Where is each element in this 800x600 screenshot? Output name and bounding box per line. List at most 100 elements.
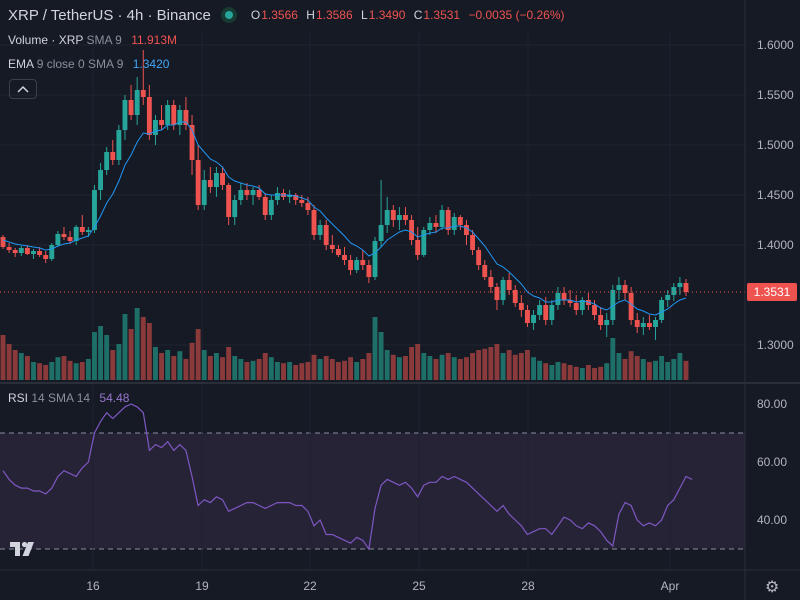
candle-body [470, 235, 476, 250]
candle-body [464, 225, 469, 235]
volume-bar [561, 363, 567, 380]
candle-body [329, 245, 335, 249]
volume-bar [598, 366, 604, 380]
volume-bar [409, 347, 415, 380]
candle-body [390, 210, 396, 220]
volume-bar [531, 357, 536, 380]
open-value: 1.3566 [261, 8, 298, 22]
rsi-axis-label: 40.00 [757, 513, 787, 527]
volume-bar [348, 357, 354, 380]
candle-body [61, 234, 67, 237]
rsi-axis-label: 60.00 [757, 455, 787, 469]
ema-path [2, 121, 687, 316]
volume-bar [403, 356, 408, 380]
candle-body [561, 293, 567, 300]
volume-bar [549, 365, 555, 380]
candle-body [653, 320, 658, 327]
candle-body [31, 251, 36, 254]
chevron-up-icon [17, 85, 29, 93]
volume-bar [622, 359, 628, 380]
volume-bar [305, 362, 311, 380]
volume-bar [360, 359, 366, 380]
candle-body [616, 285, 622, 290]
volume-legend-name: Volume · XRP [8, 33, 84, 47]
volume-bar [201, 350, 207, 380]
candle-body [482, 265, 488, 277]
candle-body [177, 110, 183, 125]
time-axis-label: 19 [195, 579, 209, 593]
candle-body [360, 260, 366, 265]
rsi-legend[interactable]: RSI 14 SMA 14 54.48 [8, 391, 129, 405]
volume-bar [287, 362, 293, 380]
volume-bar [232, 356, 238, 380]
ema-legend-params: 9 close 0 SMA 9 [36, 57, 124, 71]
candle-body [0, 237, 6, 247]
volume-bar [6, 344, 12, 380]
volume-bar [610, 338, 616, 380]
candle-body [659, 300, 665, 320]
ema-legend[interactable]: EMA 9 close 0 SMA 9 1.3420 [8, 57, 169, 71]
volume-bar [366, 353, 372, 380]
symbol-title[interactable]: XRP / TetherUS · 4h · Binance [8, 6, 211, 24]
volume-legend-value: 11.913M [131, 33, 178, 47]
candle-body [220, 173, 225, 185]
chart-header: XRP / TetherUS · 4h · Binance O1.3566 H1… [0, 0, 800, 30]
candle-body [159, 120, 164, 125]
candle-body [110, 152, 116, 160]
candle-body [79, 227, 85, 232]
candle-body [317, 225, 323, 235]
volume-legend[interactable]: Volume · XRP SMA 9 11.913M [8, 33, 177, 47]
volume-bar [171, 356, 177, 380]
volume-bar [671, 359, 677, 380]
candle-body [598, 315, 604, 325]
volume-bar [555, 362, 561, 380]
volume-bar [268, 357, 274, 380]
candle-body [366, 265, 372, 277]
volume-bar [134, 308, 140, 380]
candle-body [43, 255, 49, 259]
candle-body [622, 285, 628, 293]
tradingview-logo-icon[interactable] [10, 539, 40, 559]
volume-bar [262, 353, 268, 380]
volume-bar [18, 353, 24, 380]
volume-bar [213, 353, 219, 380]
volume-bar [335, 362, 341, 380]
volume-bar [226, 347, 232, 380]
volume-bar [323, 356, 329, 380]
volume-bar [354, 362, 360, 380]
volume-bar [293, 365, 299, 380]
candle-body [646, 323, 652, 327]
candle-body [500, 280, 506, 300]
gear-icon[interactable]: ⚙ [765, 579, 780, 596]
volume-bar [128, 329, 134, 380]
time-axis-label: 22 [303, 579, 317, 593]
candle-body [683, 283, 689, 292]
volume-bar [390, 354, 396, 380]
ema-line [0, 121, 745, 316]
candle-body [207, 180, 213, 187]
volume-bar [329, 359, 335, 380]
candle-body [531, 315, 536, 323]
volume-bar [396, 357, 402, 380]
candle-body [293, 195, 299, 200]
candle-body [232, 200, 238, 217]
candle-body [268, 200, 274, 215]
current-price-label: 1.3531 [747, 283, 797, 301]
volume-bar [464, 357, 469, 380]
volume-bar [73, 363, 79, 380]
volume-bar [457, 359, 463, 380]
volume-bar [482, 348, 488, 380]
price-axis-label: 1.3000 [757, 338, 794, 352]
candle-body [573, 303, 579, 310]
volume-bar [433, 359, 439, 380]
candle-body [55, 234, 61, 245]
candle-body [494, 287, 500, 300]
collapse-legend-button[interactable] [9, 79, 37, 99]
ohlc-legend: O1.3566 H1.3586 L1.3490 C1.3531 −0.0035 … [251, 8, 570, 22]
candle-body [171, 105, 177, 125]
volume-bar [183, 359, 189, 380]
volume-bar [342, 360, 347, 380]
volume-bar [116, 344, 122, 380]
